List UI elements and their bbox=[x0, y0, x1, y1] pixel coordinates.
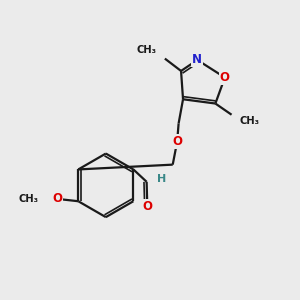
Text: O: O bbox=[172, 135, 182, 148]
Text: H: H bbox=[157, 174, 166, 184]
Text: CH₃: CH₃ bbox=[19, 194, 39, 204]
Text: CH₃: CH₃ bbox=[240, 116, 260, 126]
Text: O: O bbox=[142, 200, 152, 213]
Text: N: N bbox=[192, 53, 202, 67]
Text: CH₃: CH₃ bbox=[136, 45, 157, 55]
Text: O: O bbox=[220, 71, 230, 84]
Text: O: O bbox=[52, 192, 62, 206]
